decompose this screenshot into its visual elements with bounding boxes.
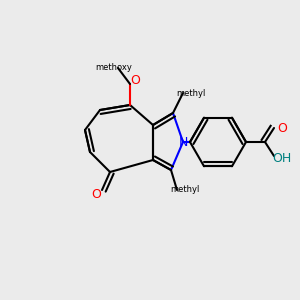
Text: methyl: methyl: [170, 185, 200, 194]
Text: OH: OH: [272, 152, 292, 164]
Text: O: O: [277, 122, 287, 134]
Text: O: O: [91, 188, 101, 200]
Text: methyl: methyl: [176, 88, 206, 98]
Text: methoxy: methoxy: [96, 62, 132, 71]
Text: N: N: [178, 136, 188, 148]
Text: O: O: [130, 74, 140, 88]
